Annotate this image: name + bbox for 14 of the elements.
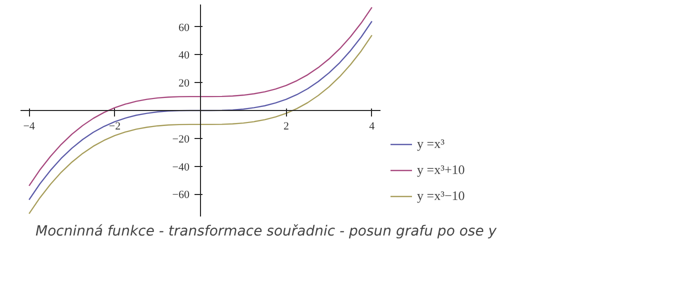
legend-label: y =x³: [417, 136, 444, 152]
x-tick-label: −4: [23, 120, 36, 132]
y-tick-label: −60: [172, 189, 190, 202]
y-tick-label: 40: [178, 50, 190, 62]
text: Mocninná funkce - transformace souřadnic - posun grafu po ose y: [36, 224, 498, 240]
legend-label: y =x³+10: [417, 162, 465, 178]
x-tick-label: 4: [369, 120, 376, 132]
y-tick-label: −40: [172, 161, 190, 174]
y-tick-label: 60: [178, 22, 190, 34]
x-tick-label: 2: [283, 120, 289, 132]
y-tick-label: 20: [178, 78, 190, 90]
legend-label: y =x³−10: [417, 188, 465, 204]
y-tick-label: −20: [172, 133, 190, 146]
x-tick-label: −2: [108, 120, 121, 132]
